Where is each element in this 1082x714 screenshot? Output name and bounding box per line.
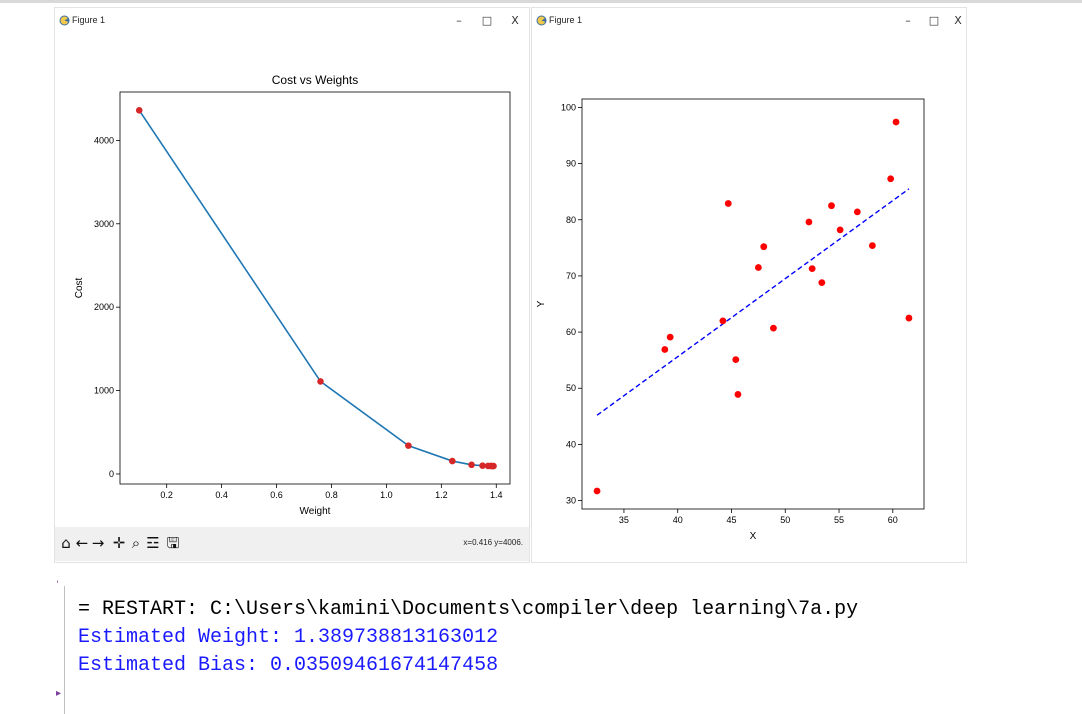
cost-data-point xyxy=(135,107,143,114)
x-tick-label: 50 xyxy=(780,515,790,525)
scatter-data-point xyxy=(666,333,674,341)
matplotlib-icon xyxy=(59,15,70,26)
x-tick-label: 0.6 xyxy=(270,490,283,500)
scatter-data-point xyxy=(734,391,742,398)
shell-marker-icon: ˈ xyxy=(56,580,59,591)
scatter-data-point xyxy=(892,118,900,126)
x-tick-label: 1.0 xyxy=(380,490,393,500)
title-bar[interactable]: Figure 1 – □ X xyxy=(532,8,966,34)
y-tick-label: 100 xyxy=(561,102,576,112)
y-axis-label: Y xyxy=(536,300,547,307)
zoom-icon[interactable]: ⌕ xyxy=(131,534,141,552)
scatter-data-point xyxy=(836,226,844,234)
back-arrow-icon[interactable]: ← xyxy=(75,534,89,552)
figure-window-regression[interactable]: Figure 1 – □ X 35 40 45 50 55 60 30 40 50 60 70 80 9… xyxy=(531,7,967,563)
scatter-data-point xyxy=(661,346,669,353)
y-tick-label: 3000 xyxy=(94,219,114,229)
scatter-data-point xyxy=(760,243,768,251)
y-tick-label: 0 xyxy=(109,469,114,479)
scatter-data-point xyxy=(905,314,913,322)
y-axis-label: Cost xyxy=(74,277,85,298)
x-tick-label: 1.2 xyxy=(435,490,448,500)
scatter-data-point xyxy=(818,279,826,287)
plot-frame xyxy=(581,98,925,510)
cost-vs-weights-chart[interactable]: 0.2 0.4 0.6 0.8 1.0 1.2 1.4 0 1000 2000 3000 4000 We… xyxy=(55,34,529,526)
x-axis-label: X xyxy=(750,531,757,542)
cost-data-point xyxy=(449,457,456,465)
y-tick-label: 60 xyxy=(566,327,576,337)
maximize-button[interactable]: □ xyxy=(481,14,493,27)
y-tick-label: 90 xyxy=(566,159,576,169)
maximize-button[interactable]: □ xyxy=(928,14,940,27)
y-tick-label: 70 xyxy=(566,271,576,281)
cost-data-point xyxy=(490,462,497,470)
chart-title: Cost vs Weights xyxy=(272,73,358,87)
minimize-button[interactable]: – xyxy=(905,14,911,27)
x-tick-label: 40 xyxy=(673,515,683,525)
regression-scatter-chart[interactable]: 35 40 45 50 55 60 30 40 50 60 70 80 90 100 X Y xyxy=(532,34,966,562)
x-tick-label: 0.8 xyxy=(325,490,338,500)
matplotlib-icon xyxy=(536,15,547,26)
x-tick-label: 55 xyxy=(834,515,844,525)
cost-data-point xyxy=(317,378,324,385)
scatter-data-point xyxy=(754,264,762,271)
restart-line: = RESTART: C:\Users\kamini\Documents\com… xyxy=(78,598,859,621)
regression-fit-line xyxy=(596,188,910,416)
save-icon[interactable]: 🖫 xyxy=(166,534,180,552)
x-tick-label: 0.4 xyxy=(215,490,228,500)
scatter-data-point xyxy=(719,317,727,325)
scatter-data-point xyxy=(828,202,835,210)
configure-subplots-icon[interactable]: ☲ xyxy=(146,534,160,552)
scatter-data-point xyxy=(808,265,816,273)
cost-data-point xyxy=(479,462,486,469)
y-tick-label: 1000 xyxy=(94,386,114,396)
plot-frame xyxy=(119,91,511,485)
y-tick-label: 30 xyxy=(566,496,576,506)
cost-data-point xyxy=(468,461,475,469)
cost-data-point xyxy=(405,442,412,449)
estimated-bias-output: Estimated Bias: 0.03509461674147458 xyxy=(78,654,499,677)
y-tick-label: 4000 xyxy=(94,135,114,145)
scatter-data-point xyxy=(853,208,861,216)
y-tick-label: 80 xyxy=(566,215,576,225)
scatter-data-point xyxy=(868,242,876,249)
window-title: Figure 1 xyxy=(72,15,106,25)
top-border xyxy=(0,0,1082,3)
close-button[interactable]: X xyxy=(511,14,519,27)
scatter-data-point xyxy=(724,200,732,207)
shell-gutter xyxy=(64,586,65,714)
minimize-button[interactable]: – xyxy=(456,14,462,27)
x-tick-label: 45 xyxy=(726,515,736,525)
y-tick-label: 2000 xyxy=(94,302,114,312)
home-icon[interactable]: ⌂ xyxy=(61,534,71,552)
scatter-data-point xyxy=(593,487,601,495)
scatter-data-point xyxy=(887,175,895,183)
scatter-data-point xyxy=(770,324,777,332)
cost-series-line xyxy=(138,109,494,467)
window-title: Figure 1 xyxy=(549,15,583,25)
x-tick-label: 60 xyxy=(888,515,898,525)
x-tick-label: 1.4 xyxy=(490,490,503,500)
x-tick-label: 0.2 xyxy=(160,490,173,500)
estimated-weight-output: Estimated Weight: 1.389738813163012 xyxy=(78,626,499,649)
pan-icon[interactable]: ✛ xyxy=(112,534,126,552)
x-tick-label: 35 xyxy=(619,515,629,525)
title-bar[interactable]: Figure 1 – □ X xyxy=(55,8,529,34)
coordinate-readout: x=0.416 y=4006. xyxy=(463,538,523,547)
y-tick-label: 50 xyxy=(566,383,576,393)
scatter-data-point xyxy=(805,218,813,226)
navigation-toolbar: ⌂ ← → ✛ ⌕ ☲ 🖫 x=0.416 y=4006. xyxy=(55,527,529,561)
y-tick-label: 40 xyxy=(566,439,576,449)
prompt-icon: ▸ xyxy=(56,688,62,699)
close-button[interactable]: X xyxy=(954,14,962,27)
scatter-data-point xyxy=(732,356,740,364)
figure-window-cost[interactable]: Figure 1 – □ X 0.2 0.4 0.6 0.8 1.0 1.2 1.4 0 100… xyxy=(54,7,530,563)
forward-arrow-icon[interactable]: → xyxy=(91,534,105,552)
x-axis-label: Weight xyxy=(300,506,331,517)
python-shell[interactable]: ˈ = RESTART: C:\Users\kamini\Documents\c… xyxy=(0,578,1082,714)
